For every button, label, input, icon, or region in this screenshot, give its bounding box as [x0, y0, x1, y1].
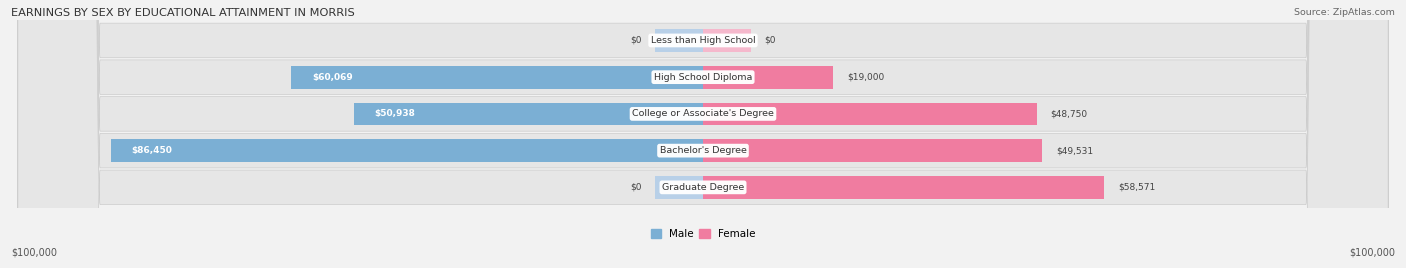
Text: $0: $0 [765, 36, 776, 45]
Bar [655, 29, 703, 52]
Text: College or Associate's Degree: College or Associate's Degree [633, 109, 773, 118]
Text: $19,000: $19,000 [846, 73, 884, 82]
FancyBboxPatch shape [18, 0, 1388, 268]
FancyBboxPatch shape [18, 0, 1388, 268]
Text: $0: $0 [630, 36, 641, 45]
FancyBboxPatch shape [18, 0, 1388, 268]
Text: Graduate Degree: Graduate Degree [662, 183, 744, 192]
Text: $100,000: $100,000 [11, 247, 58, 257]
FancyBboxPatch shape [18, 0, 1388, 268]
Text: Source: ZipAtlas.com: Source: ZipAtlas.com [1294, 8, 1395, 17]
Text: EARNINGS BY SEX BY EDUCATIONAL ATTAINMENT IN MORRIS: EARNINGS BY SEX BY EDUCATIONAL ATTAINMEN… [11, 8, 354, 18]
Text: $48,750: $48,750 [1050, 109, 1088, 118]
Bar [703, 176, 1104, 199]
Bar [655, 176, 703, 199]
Text: $100,000: $100,000 [1348, 247, 1395, 257]
Text: Less than High School: Less than High School [651, 36, 755, 45]
Bar [703, 103, 1038, 125]
Text: Bachelor's Degree: Bachelor's Degree [659, 146, 747, 155]
Text: $49,531: $49,531 [1056, 146, 1094, 155]
Bar [291, 66, 703, 88]
Legend: Male, Female: Male, Female [647, 225, 759, 244]
Bar [703, 139, 1042, 162]
Bar [703, 29, 751, 52]
Bar [354, 103, 703, 125]
Text: High School Diploma: High School Diploma [654, 73, 752, 82]
Text: $86,450: $86,450 [131, 146, 172, 155]
FancyBboxPatch shape [18, 0, 1388, 268]
Bar [703, 66, 834, 88]
Text: $0: $0 [630, 183, 641, 192]
Text: $50,938: $50,938 [374, 109, 415, 118]
Bar [111, 139, 703, 162]
Text: $58,571: $58,571 [1118, 183, 1156, 192]
Text: $60,069: $60,069 [312, 73, 353, 82]
